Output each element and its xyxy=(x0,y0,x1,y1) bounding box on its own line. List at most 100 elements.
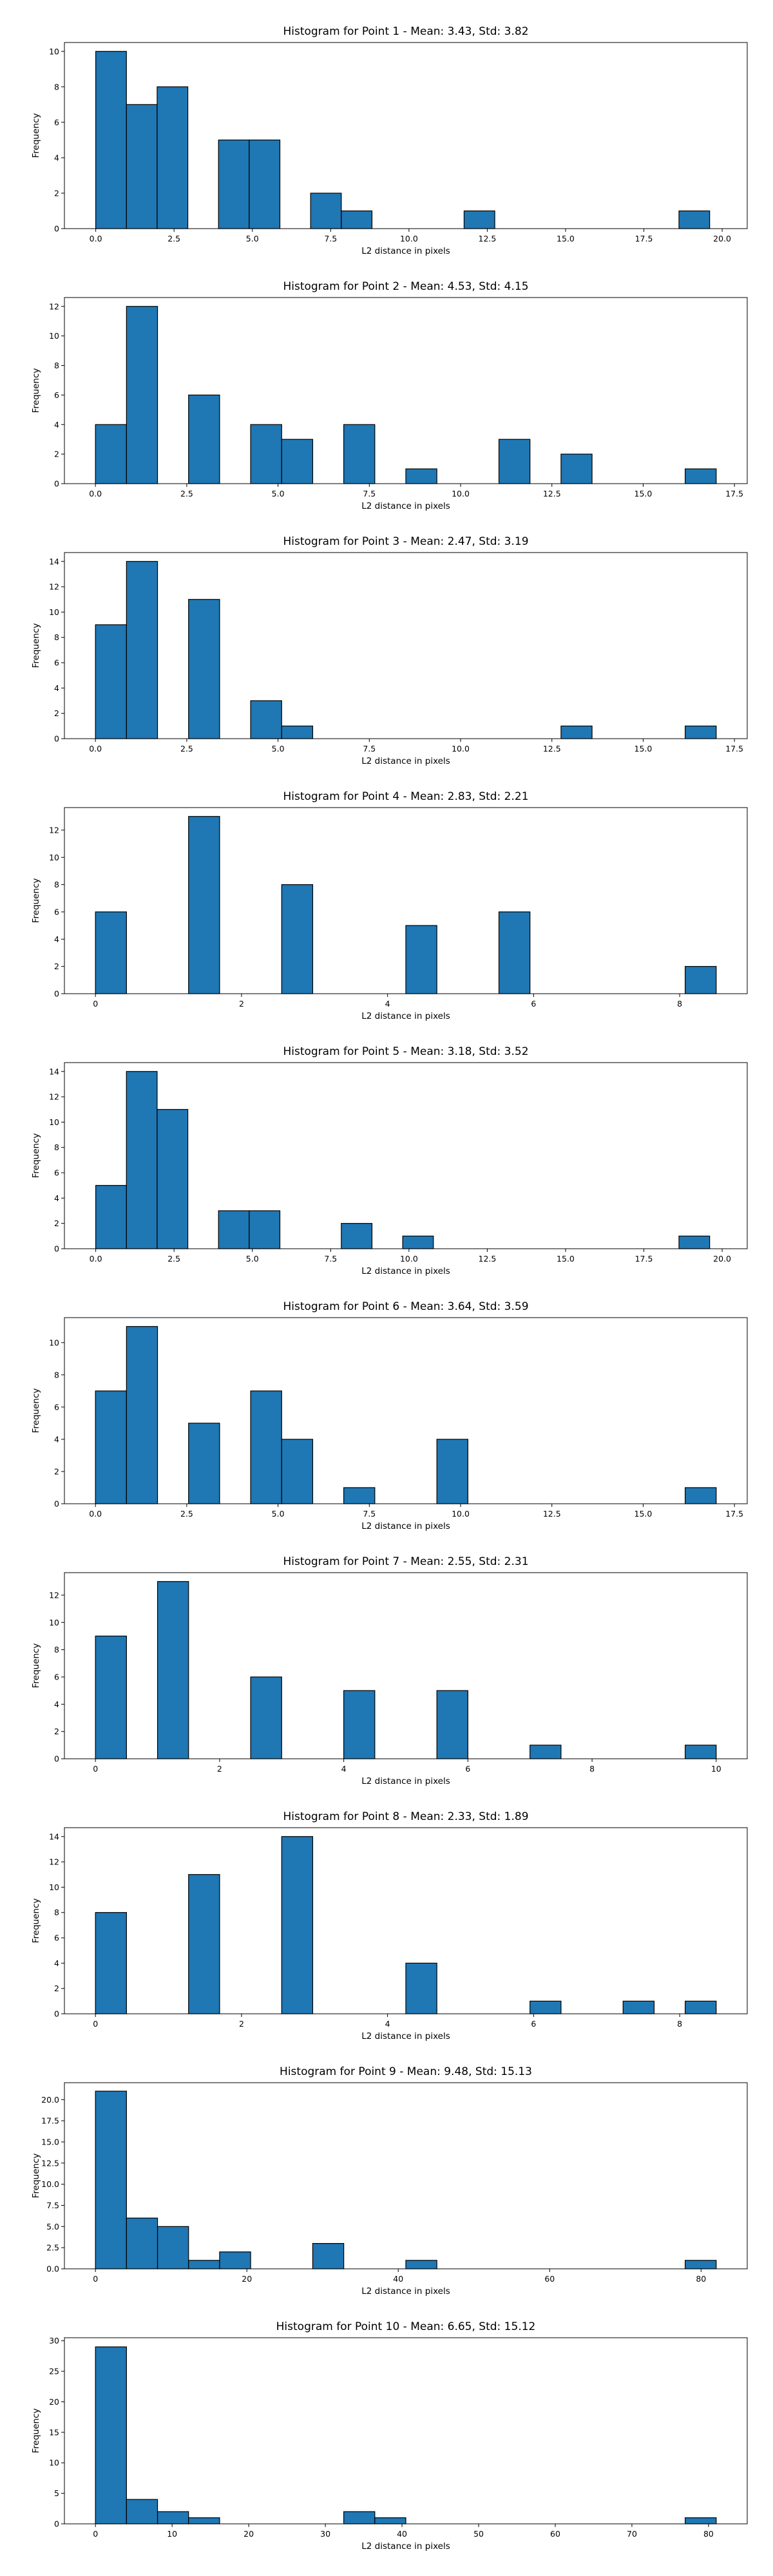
x-tick-label: 12.5 xyxy=(543,489,561,498)
x-tick-label: 0 xyxy=(93,2529,98,2539)
x-tick-label: 15.0 xyxy=(557,1254,575,1264)
y-tick-label: 10 xyxy=(49,1338,59,1347)
plot-area-frame xyxy=(64,2337,748,2524)
y-tick-label: 8 xyxy=(54,1908,59,1917)
x-tick-label: 7.5 xyxy=(363,744,376,753)
x-axis-label: L2 distance in pixels xyxy=(361,1521,450,1531)
histogram-bar xyxy=(157,1109,189,1249)
y-tick-label: 0 xyxy=(54,224,59,234)
y-axis-label: Frequency xyxy=(31,1899,41,1944)
x-tick-label: 50 xyxy=(473,2529,484,2539)
x-tick-label: 2 xyxy=(239,999,244,1009)
histogram-bar xyxy=(249,139,281,229)
x-tick-label: 6 xyxy=(465,1764,470,1774)
histogram-bar xyxy=(219,2251,251,2269)
x-tick-label: 30 xyxy=(320,2529,330,2539)
y-tick-label: 20 xyxy=(49,2397,59,2407)
histogram-bar xyxy=(95,51,127,229)
y-tick-label: 8 xyxy=(54,82,59,91)
histogram-panel-2: Histogram for Point 2 - Mean: 4.53, Std:… xyxy=(31,280,748,511)
histogram-bar xyxy=(95,424,127,484)
x-tick-label: 70 xyxy=(627,2529,637,2539)
y-tick-label: 12 xyxy=(49,1092,59,1102)
y-tick-label: 2.5 xyxy=(46,2243,59,2253)
x-tick-label: 5.0 xyxy=(272,489,285,498)
x-tick-label: 0.0 xyxy=(90,1254,102,1264)
histogram-bar xyxy=(312,2242,345,2269)
x-tick-label: 40 xyxy=(393,2274,403,2284)
x-tick-label: 20 xyxy=(242,2274,252,2284)
x-tick-label: 17.5 xyxy=(725,1509,743,1519)
chart-title: Histogram for Point 4 - Mean: 2.83, Std:… xyxy=(283,790,528,803)
y-tick-label: 2 xyxy=(54,708,59,718)
x-tick-label: 0 xyxy=(93,1764,98,1774)
histogram-bar xyxy=(281,439,314,484)
y-tick-label: 0 xyxy=(54,1499,59,1509)
y-tick-label: 15 xyxy=(49,2427,59,2437)
histogram-bar xyxy=(405,925,437,994)
x-tick-label: 17.5 xyxy=(635,1254,653,1264)
histogram-bar xyxy=(343,424,376,484)
histogram-bar xyxy=(95,1390,127,1504)
histogram-bar xyxy=(126,2499,158,2524)
x-tick-label: 15.0 xyxy=(635,744,653,753)
histogram-bar xyxy=(685,468,717,484)
histogram-bar xyxy=(95,1185,127,1249)
x-tick-label: 7.5 xyxy=(324,234,337,243)
histogram-bar xyxy=(126,1326,158,1504)
y-tick-label: 2 xyxy=(54,961,59,971)
plot-area-frame xyxy=(64,2082,748,2269)
y-axis-label: Frequency xyxy=(31,2154,41,2199)
y-tick-label: 14 xyxy=(49,1832,59,1841)
chart-title: Histogram for Point 3 - Mean: 2.47, Std:… xyxy=(283,535,528,548)
histogram-bar xyxy=(560,453,593,484)
y-tick-label: 4 xyxy=(54,153,59,162)
x-tick-label: 0 xyxy=(93,2019,98,2029)
x-tick-label: 0 xyxy=(93,2274,98,2284)
x-tick-label: 0.0 xyxy=(89,1509,102,1519)
x-tick-label: 2.5 xyxy=(180,489,193,498)
histogram-bar xyxy=(281,884,314,994)
y-tick-label: 8 xyxy=(54,361,59,370)
y-tick-label: 12 xyxy=(49,1857,59,1867)
y-tick-label: 6 xyxy=(54,658,59,668)
x-tick-label: 4 xyxy=(341,1764,347,1774)
histogram-bar xyxy=(343,2511,376,2524)
x-tick-label: 17.5 xyxy=(725,489,743,498)
x-tick-label: 20.0 xyxy=(713,1254,731,1264)
x-tick-label: 10 xyxy=(711,1764,721,1774)
histogram-bar xyxy=(405,2260,437,2269)
histogram-bar xyxy=(685,2260,717,2269)
histogram-panel-9: Histogram for Point 9 - Mean: 9.48, Std:… xyxy=(31,2065,748,2297)
histogram-bar xyxy=(463,210,495,229)
y-tick-label: 0 xyxy=(54,2009,59,2019)
chart-title: Histogram for Point 9 - Mean: 9.48, Std:… xyxy=(280,2065,532,2078)
histogram-bar xyxy=(374,2517,406,2524)
histogram-panel-10: Histogram for Point 10 - Mean: 6.65, Std… xyxy=(31,2320,748,2552)
x-tick-label: 8 xyxy=(677,999,682,1009)
histogram-bar xyxy=(405,1962,437,2014)
x-tick-label: 4 xyxy=(385,2019,390,2029)
x-tick-label: 10.0 xyxy=(400,234,418,243)
x-axis-label: L2 distance in pixels xyxy=(361,246,450,256)
x-tick-label: 0.0 xyxy=(89,744,102,753)
y-tick-label: 17.5 xyxy=(41,2116,59,2126)
histogram-bar xyxy=(685,2517,717,2524)
y-axis-label: Frequency xyxy=(31,878,41,923)
y-tick-label: 5 xyxy=(54,2488,59,2498)
histogram-bar xyxy=(188,1423,220,1504)
histogram-panel-3: Histogram for Point 3 - Mean: 2.47, Std:… xyxy=(31,535,748,766)
chart-title: Histogram for Point 1 - Mean: 3.43, Std:… xyxy=(283,25,528,38)
histogram-bar xyxy=(188,394,220,484)
histogram-bar xyxy=(157,2511,189,2524)
histogram-bar xyxy=(343,1690,376,1759)
y-tick-label: 8 xyxy=(54,1370,59,1379)
histogram-bar xyxy=(560,725,593,739)
x-tick-label: 2.5 xyxy=(167,234,180,243)
plot-area-frame xyxy=(64,1827,748,2014)
y-tick-label: 4 xyxy=(54,420,59,430)
y-tick-label: 4 xyxy=(54,683,59,693)
plot-area-frame xyxy=(64,1062,748,1249)
y-tick-label: 4 xyxy=(54,934,59,944)
